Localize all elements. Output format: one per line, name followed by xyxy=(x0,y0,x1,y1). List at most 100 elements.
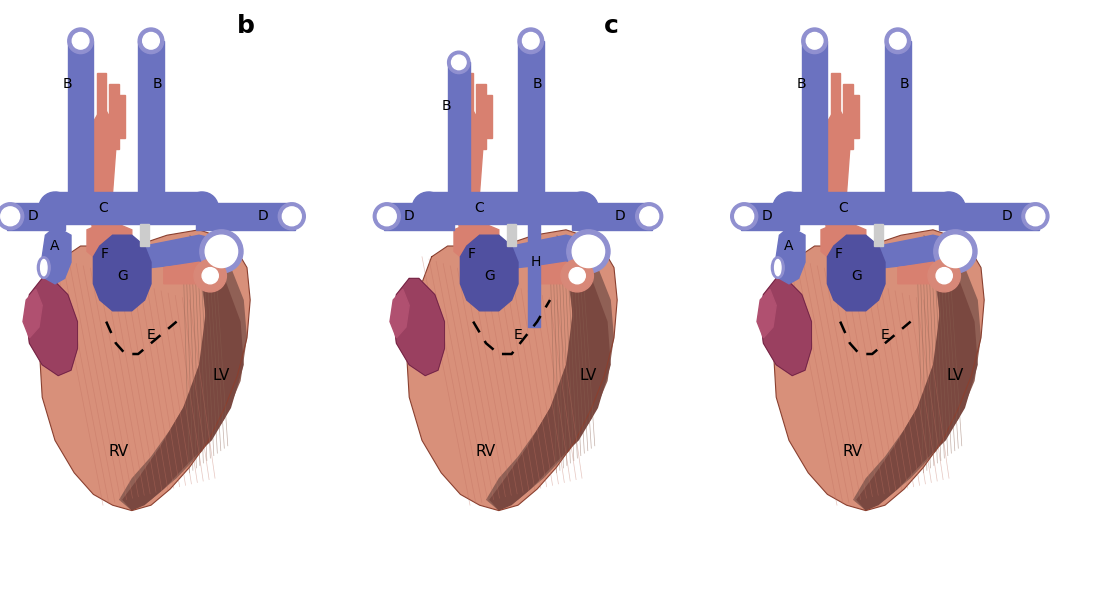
Text: F: F xyxy=(100,247,109,261)
Polygon shape xyxy=(23,289,42,338)
Circle shape xyxy=(640,207,659,226)
Polygon shape xyxy=(87,224,132,262)
Circle shape xyxy=(412,192,444,224)
Text: A: A xyxy=(784,239,794,253)
Circle shape xyxy=(806,32,823,49)
Polygon shape xyxy=(109,84,119,149)
Text: F: F xyxy=(835,247,843,261)
Polygon shape xyxy=(531,262,575,284)
Circle shape xyxy=(194,259,227,292)
Polygon shape xyxy=(821,224,866,262)
Circle shape xyxy=(39,192,72,224)
Circle shape xyxy=(939,235,971,267)
Text: D: D xyxy=(28,209,38,224)
Circle shape xyxy=(278,203,306,230)
Polygon shape xyxy=(789,192,949,224)
Polygon shape xyxy=(827,235,886,311)
Circle shape xyxy=(565,192,598,224)
Circle shape xyxy=(68,28,94,54)
Circle shape xyxy=(139,28,164,54)
Polygon shape xyxy=(777,230,805,284)
Circle shape xyxy=(928,259,960,292)
Text: D: D xyxy=(1001,209,1012,224)
Polygon shape xyxy=(518,41,543,203)
Polygon shape xyxy=(119,235,248,510)
Text: LV: LV xyxy=(947,368,964,383)
Polygon shape xyxy=(454,224,498,262)
Polygon shape xyxy=(7,203,65,230)
Circle shape xyxy=(933,192,965,224)
Circle shape xyxy=(206,235,238,267)
Circle shape xyxy=(886,28,911,54)
Polygon shape xyxy=(939,203,1038,230)
Circle shape xyxy=(377,207,396,226)
Text: C: C xyxy=(838,201,848,215)
Polygon shape xyxy=(873,224,883,246)
Text: LV: LV xyxy=(580,368,597,383)
Polygon shape xyxy=(856,257,978,510)
Text: RV: RV xyxy=(843,444,864,459)
Polygon shape xyxy=(898,262,943,284)
Circle shape xyxy=(1,207,20,226)
Polygon shape xyxy=(463,73,473,149)
Circle shape xyxy=(1022,203,1049,230)
Text: G: G xyxy=(850,269,861,283)
Circle shape xyxy=(561,259,593,292)
Text: D: D xyxy=(257,209,268,224)
Circle shape xyxy=(73,32,89,49)
Text: LV: LV xyxy=(212,368,230,383)
Polygon shape xyxy=(773,230,984,510)
Polygon shape xyxy=(94,235,151,311)
Circle shape xyxy=(522,32,539,49)
Text: RV: RV xyxy=(476,444,496,459)
Circle shape xyxy=(636,203,662,230)
Text: C: C xyxy=(98,201,108,215)
Text: E: E xyxy=(514,328,522,342)
Polygon shape xyxy=(87,111,116,235)
Polygon shape xyxy=(39,230,250,510)
Polygon shape xyxy=(852,235,981,510)
Circle shape xyxy=(451,55,466,69)
Polygon shape xyxy=(26,278,77,376)
Polygon shape xyxy=(140,224,150,246)
Circle shape xyxy=(373,203,400,230)
Text: B: B xyxy=(63,77,73,91)
Circle shape xyxy=(1026,207,1045,226)
Polygon shape xyxy=(572,203,652,230)
Circle shape xyxy=(566,230,610,273)
Ellipse shape xyxy=(41,259,47,276)
Circle shape xyxy=(448,51,470,74)
Ellipse shape xyxy=(37,257,51,278)
Circle shape xyxy=(186,192,219,224)
Polygon shape xyxy=(68,41,94,203)
Polygon shape xyxy=(122,257,244,510)
Text: RV: RV xyxy=(109,444,129,459)
Circle shape xyxy=(569,267,585,284)
Text: A: A xyxy=(51,239,59,253)
Polygon shape xyxy=(507,224,516,246)
Polygon shape xyxy=(144,235,221,267)
Circle shape xyxy=(802,28,827,54)
Circle shape xyxy=(934,230,977,273)
Text: E: E xyxy=(881,328,890,342)
Text: H: H xyxy=(530,255,541,269)
Polygon shape xyxy=(196,203,295,230)
Polygon shape xyxy=(454,111,483,235)
Polygon shape xyxy=(757,289,777,338)
Text: F: F xyxy=(468,247,475,261)
Polygon shape xyxy=(760,278,812,376)
Polygon shape xyxy=(42,230,72,284)
Circle shape xyxy=(572,235,605,267)
Text: B: B xyxy=(900,77,909,91)
Circle shape xyxy=(773,192,805,224)
Polygon shape xyxy=(406,230,617,510)
Text: G: G xyxy=(117,269,128,283)
Ellipse shape xyxy=(774,259,781,276)
Text: B: B xyxy=(798,77,806,91)
Polygon shape xyxy=(428,192,582,224)
Text: E: E xyxy=(146,328,155,342)
Text: B: B xyxy=(153,77,162,91)
Circle shape xyxy=(735,207,754,226)
Polygon shape xyxy=(844,84,852,149)
Circle shape xyxy=(0,203,24,230)
